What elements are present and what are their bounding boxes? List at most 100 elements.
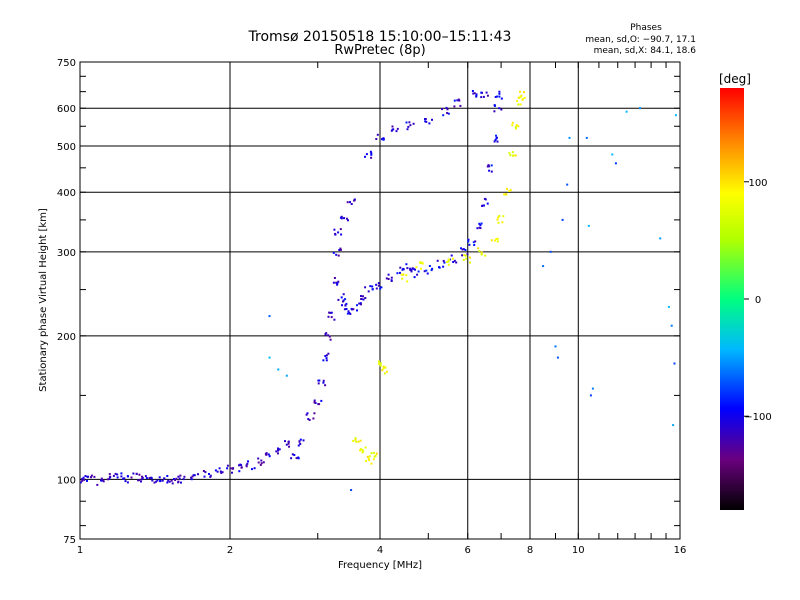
- colorbar: [deg] 100 0 −100: [719, 72, 772, 510]
- data-point: [498, 90, 501, 93]
- data-point: [509, 154, 512, 157]
- data-point: [517, 96, 520, 99]
- data-point: [342, 293, 345, 296]
- data-point: [288, 445, 290, 448]
- data-point: [265, 452, 268, 455]
- data-point: [336, 282, 339, 285]
- data-point: [396, 272, 399, 275]
- data-point: [108, 477, 111, 480]
- data-point: [153, 481, 156, 484]
- data-point: [516, 100, 519, 102]
- data-point: [424, 120, 427, 123]
- data-point: [381, 138, 383, 141]
- plot-area: 1 2 4 6 8 10 16 75 100 200 300 400 500 600 750: [57, 58, 686, 556]
- data-point: [495, 238, 498, 240]
- data-point: [512, 154, 515, 157]
- data-point: [306, 412, 309, 415]
- data-point: [523, 96, 526, 99]
- data-point: [368, 459, 371, 462]
- data-point: [324, 333, 327, 335]
- data-point: [161, 479, 164, 482]
- data-point: [484, 254, 487, 257]
- stats-o-line: mean, sd,O: −90.7, 17.1: [585, 35, 696, 45]
- data-point: [446, 261, 449, 263]
- data-point: [140, 480, 142, 483]
- data-point: [561, 218, 564, 221]
- data-point: [462, 258, 465, 261]
- data-point: [497, 216, 500, 219]
- data-point: [245, 465, 248, 468]
- data-point: [126, 481, 129, 484]
- data-point: [347, 310, 350, 313]
- data-point: [670, 324, 673, 327]
- data-point: [659, 237, 662, 240]
- data-point: [568, 136, 571, 139]
- data-point: [277, 447, 279, 450]
- data-point: [191, 475, 194, 478]
- data-point: [325, 354, 328, 357]
- data-point: [508, 190, 511, 192]
- data-point: [473, 92, 476, 95]
- data-point: [102, 480, 105, 483]
- data-point: [138, 473, 141, 476]
- data-point: [614, 162, 617, 165]
- data-point: [325, 359, 328, 362]
- data-point: [322, 379, 325, 382]
- data-point: [177, 475, 180, 478]
- data-point: [364, 297, 367, 299]
- data-point: [409, 269, 412, 271]
- data-point: [493, 110, 496, 113]
- data-point: [120, 472, 123, 475]
- data-point: [408, 121, 411, 124]
- chart-subtitle: RwPretec (8p): [334, 43, 425, 58]
- data-point: [496, 95, 499, 98]
- data-point: [96, 483, 99, 486]
- data-point: [317, 382, 320, 385]
- data-point: [407, 125, 410, 128]
- data-point: [391, 128, 394, 131]
- data-point: [329, 338, 332, 341]
- data-point: [450, 254, 453, 257]
- data-point: [174, 479, 177, 481]
- data-point: [307, 418, 310, 420]
- data-point: [478, 222, 481, 225]
- data-point: [120, 475, 123, 478]
- data-point: [414, 268, 416, 271]
- data-point: [514, 127, 517, 130]
- data-point: [314, 402, 317, 404]
- data-point: [496, 218, 499, 221]
- data-point: [446, 112, 449, 114]
- data-point: [344, 304, 347, 307]
- data-point: [313, 399, 316, 402]
- x-tick-label: 16: [674, 545, 687, 556]
- data-point: [467, 238, 470, 241]
- data-point: [277, 448, 280, 451]
- data-point: [320, 399, 323, 402]
- data-point: [337, 280, 340, 283]
- data-point: [441, 108, 444, 111]
- data-point: [497, 221, 500, 224]
- data-point: [498, 107, 501, 110]
- data-point: [163, 477, 166, 480]
- data-point: [337, 254, 340, 257]
- data-point: [480, 91, 483, 94]
- data-point: [208, 473, 210, 475]
- x-tick-label: 4: [377, 545, 383, 556]
- data-point: [496, 240, 499, 243]
- data-point: [498, 92, 501, 95]
- data-point: [390, 129, 393, 132]
- data-point: [229, 467, 232, 470]
- data-point: [328, 311, 331, 314]
- data-point: [514, 154, 517, 157]
- data-point: [501, 221, 504, 224]
- data-point: [410, 268, 413, 271]
- data-point: [277, 368, 280, 371]
- data-point: [373, 455, 376, 458]
- data-point: [464, 254, 467, 257]
- data-point: [493, 140, 496, 143]
- data-point: [462, 248, 465, 251]
- data-point: [360, 298, 363, 300]
- data-point: [93, 475, 96, 478]
- data-point: [257, 457, 260, 460]
